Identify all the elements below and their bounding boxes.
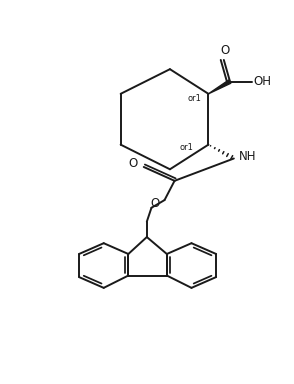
- Text: O: O: [150, 197, 159, 210]
- Polygon shape: [208, 80, 231, 94]
- Text: NH: NH: [239, 150, 257, 163]
- Text: OH: OH: [254, 75, 272, 88]
- Text: or1: or1: [188, 94, 201, 103]
- Text: O: O: [128, 157, 138, 170]
- Text: or1: or1: [180, 143, 194, 152]
- Text: O: O: [220, 44, 229, 57]
